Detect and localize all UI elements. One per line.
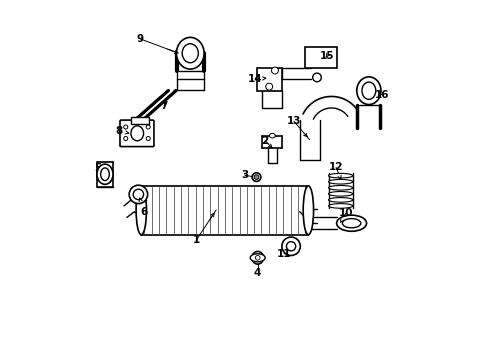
Text: 5: 5 xyxy=(95,163,102,174)
Ellipse shape xyxy=(136,186,147,235)
Ellipse shape xyxy=(133,189,144,199)
Ellipse shape xyxy=(287,242,295,251)
Ellipse shape xyxy=(328,192,353,196)
Ellipse shape xyxy=(182,44,198,63)
Ellipse shape xyxy=(250,254,265,262)
Ellipse shape xyxy=(266,83,272,90)
Bar xyxy=(141,186,308,235)
Ellipse shape xyxy=(123,136,128,140)
Bar xyxy=(131,117,149,123)
Bar xyxy=(257,68,282,91)
Ellipse shape xyxy=(328,174,353,178)
Text: 3: 3 xyxy=(242,170,248,180)
Ellipse shape xyxy=(123,125,128,129)
Ellipse shape xyxy=(270,133,275,138)
Ellipse shape xyxy=(176,37,204,69)
Ellipse shape xyxy=(313,73,321,82)
Text: 6: 6 xyxy=(141,207,148,217)
Ellipse shape xyxy=(282,237,300,256)
Ellipse shape xyxy=(337,215,367,231)
Ellipse shape xyxy=(131,126,144,141)
Ellipse shape xyxy=(255,256,260,260)
Text: 4: 4 xyxy=(254,268,261,278)
FancyBboxPatch shape xyxy=(120,120,154,147)
Ellipse shape xyxy=(146,125,150,129)
Text: 12: 12 xyxy=(329,162,343,172)
Text: 15: 15 xyxy=(319,51,334,61)
Bar xyxy=(97,162,113,187)
Text: 16: 16 xyxy=(375,90,390,100)
Ellipse shape xyxy=(357,77,381,104)
Ellipse shape xyxy=(100,168,109,181)
Ellipse shape xyxy=(328,198,353,202)
Text: 8: 8 xyxy=(116,126,123,136)
Ellipse shape xyxy=(97,164,113,184)
Text: 7: 7 xyxy=(161,101,168,111)
Ellipse shape xyxy=(254,175,259,179)
Ellipse shape xyxy=(146,136,150,140)
Text: 2: 2 xyxy=(262,136,269,146)
Text: 14: 14 xyxy=(248,74,263,84)
Text: 10: 10 xyxy=(339,208,353,219)
Ellipse shape xyxy=(328,185,353,190)
Ellipse shape xyxy=(328,179,353,184)
Text: 11: 11 xyxy=(277,249,292,259)
Ellipse shape xyxy=(129,185,147,204)
Text: 1: 1 xyxy=(193,235,199,246)
Ellipse shape xyxy=(343,219,361,228)
Ellipse shape xyxy=(362,82,376,99)
Bar xyxy=(305,48,337,68)
Text: 9: 9 xyxy=(137,34,144,44)
Ellipse shape xyxy=(303,186,314,235)
Ellipse shape xyxy=(328,204,353,208)
Ellipse shape xyxy=(252,251,264,264)
Text: 13: 13 xyxy=(287,116,301,126)
Ellipse shape xyxy=(252,173,261,181)
Ellipse shape xyxy=(271,67,278,74)
